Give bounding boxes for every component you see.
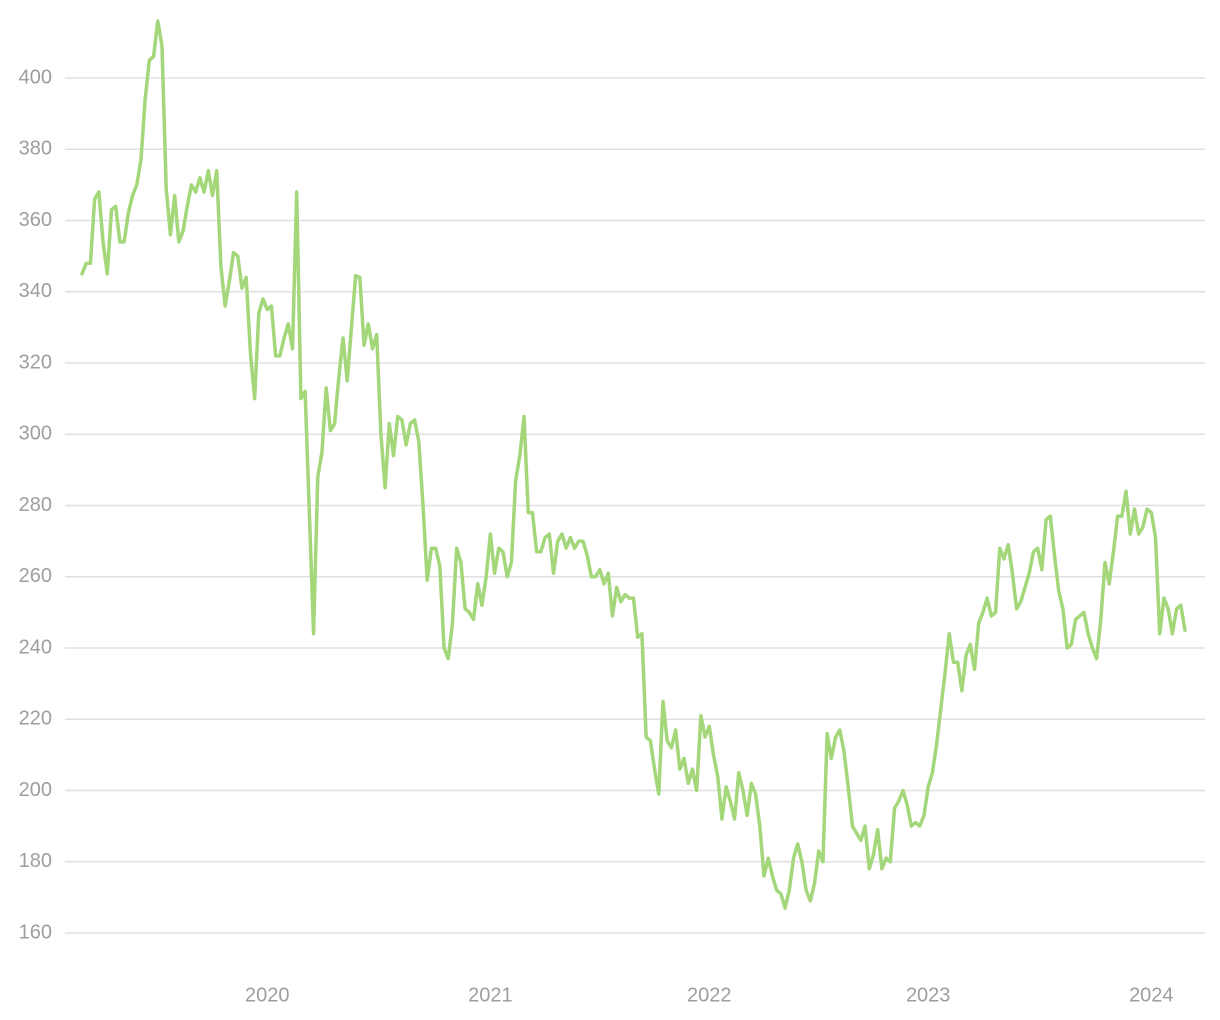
y-tick-label: 260 xyxy=(19,565,52,587)
x-tick-label: 2020 xyxy=(245,984,290,1006)
y-tick-label: 320 xyxy=(19,351,52,373)
x-tick-label: 2021 xyxy=(468,984,513,1006)
y-tick-label: 380 xyxy=(19,138,52,160)
x-tick-label: 2023 xyxy=(906,984,951,1006)
y-tick-label: 280 xyxy=(19,494,52,516)
y-tick-label: 360 xyxy=(19,209,52,231)
x-tick-label: 2024 xyxy=(1129,984,1174,1006)
y-tick-label: 300 xyxy=(19,423,52,445)
y-tick-label: 220 xyxy=(19,708,52,730)
y-tick-label: 340 xyxy=(19,280,52,302)
y-tick-label: 400 xyxy=(19,66,52,88)
y-tick-label: 160 xyxy=(19,921,52,943)
price-line xyxy=(80,19,1187,910)
y-tick-label: 240 xyxy=(19,636,52,658)
x-tick-label: 2022 xyxy=(687,984,732,1006)
y-tick-label: 180 xyxy=(19,850,52,872)
y-tick-label: 200 xyxy=(19,779,52,801)
